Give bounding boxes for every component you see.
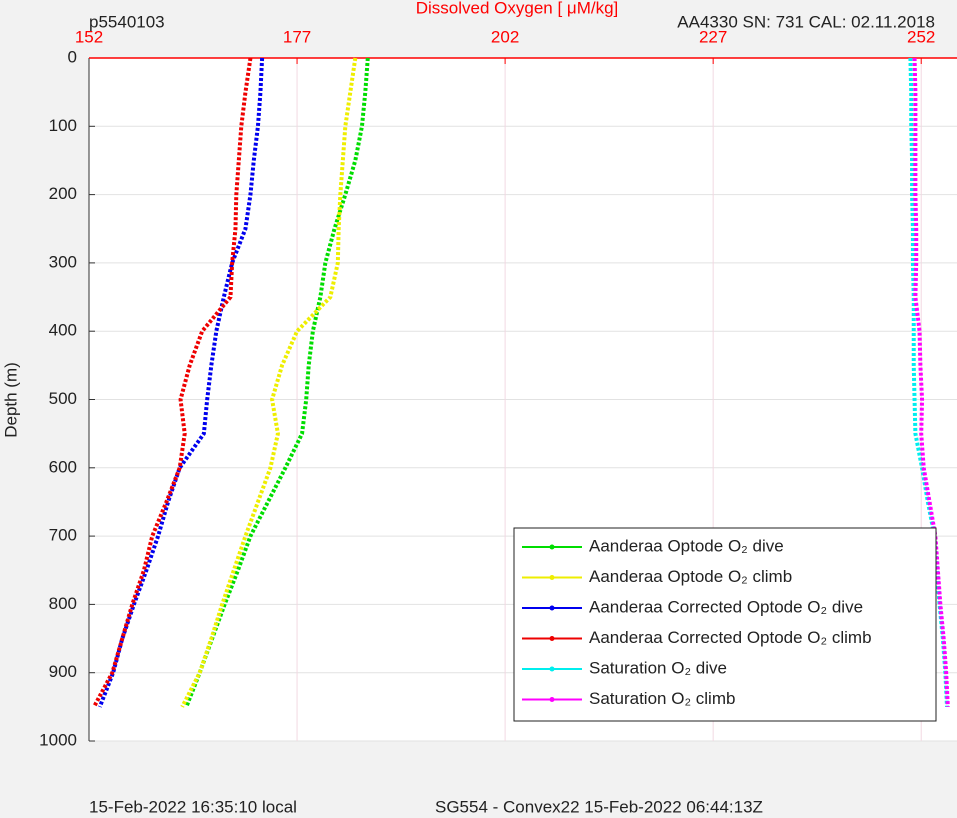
y-tick-label: 300 xyxy=(49,252,77,271)
footer-left: 15-Feb-2022 16:35:10 local xyxy=(89,797,297,816)
y-tick-label: 1000 xyxy=(39,730,77,749)
y-tick-label: 700 xyxy=(49,526,77,545)
y-axis-label: Depth (m) xyxy=(1,362,20,438)
legend-marker xyxy=(549,544,555,550)
legend-marker xyxy=(549,666,555,672)
subtitle-left: p5540103 xyxy=(89,12,165,31)
legend-marker xyxy=(549,697,555,702)
x-tick-label: 202 xyxy=(491,27,519,46)
x-tick-label: 177 xyxy=(283,27,311,46)
legend-label: Aanderaa Optode O₂ climb xyxy=(589,567,792,586)
legend-label: Aanderaa Optode O₂ dive xyxy=(589,536,784,555)
legend-marker xyxy=(549,605,555,611)
legend-label: Saturation O₂ dive xyxy=(589,658,727,677)
x-tick-label: 152 xyxy=(75,27,103,46)
legend-label: Aanderaa Corrected Optode O₂ dive xyxy=(589,597,863,616)
x-tick-label: 252 xyxy=(907,27,935,46)
profile-line xyxy=(912,57,950,707)
y-tick-label: 900 xyxy=(49,662,77,681)
subtitle-right: AA4330 SN: 731 CAL: 02.11.2018 xyxy=(677,12,935,31)
y-tick-label: 200 xyxy=(49,184,77,203)
y-tick-label: 0 xyxy=(68,47,77,66)
y-tick-label: 500 xyxy=(49,389,77,408)
profile-line xyxy=(97,57,265,708)
footer-right: SG554 - Convex22 15-Feb-2022 06:44:13Z xyxy=(435,797,763,816)
chart-title: Dissolved Oxygen [ μM/kg] xyxy=(416,0,619,17)
y-tick-label: 600 xyxy=(49,457,77,476)
legend-label: Aanderaa Corrected Optode O₂ climb xyxy=(589,628,872,647)
y-tick-label: 400 xyxy=(49,321,77,340)
profile-line xyxy=(184,57,370,708)
legend-label: Saturation O₂ climb xyxy=(589,689,735,708)
y-tick-label: 100 xyxy=(49,116,77,135)
legend-box xyxy=(513,527,937,722)
y-tick-label: 800 xyxy=(49,594,77,613)
legend-marker xyxy=(549,636,555,641)
x-tick-label: 227 xyxy=(699,27,727,46)
legend-marker xyxy=(549,575,555,580)
